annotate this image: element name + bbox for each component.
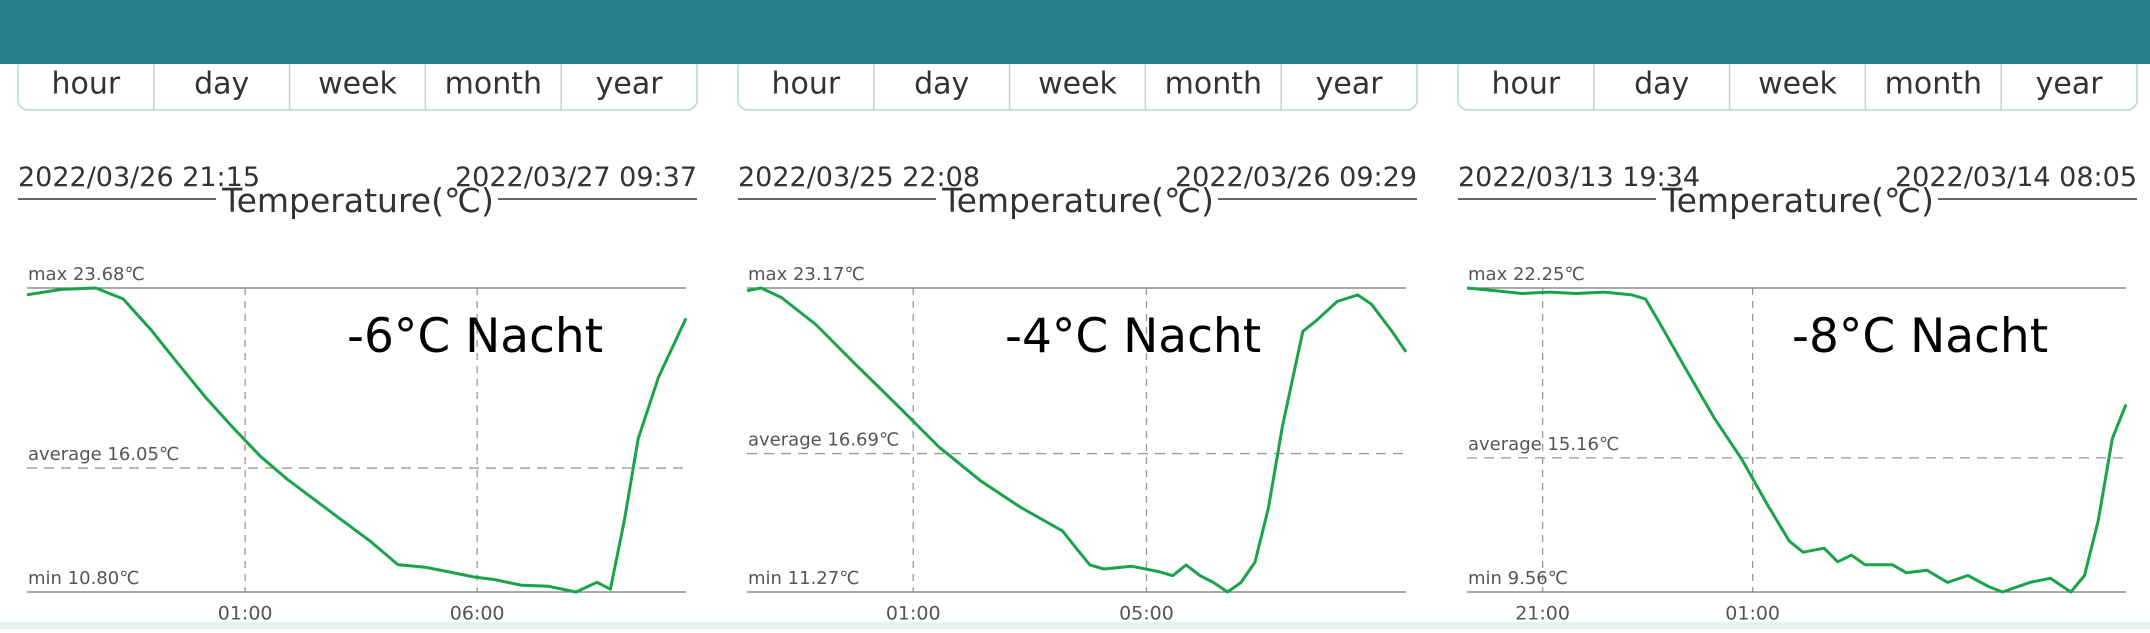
start-date: 2022/03/26 21:15 — [18, 162, 260, 193]
tab[interactable]: month — [1165, 67, 1262, 102]
end-date: 2022/03/27 09:37 — [455, 162, 697, 193]
header-bar-cover — [720, 0, 1440, 64]
x-tick-label: 05:00 — [1119, 603, 1174, 625]
tab[interactable]: day — [1634, 67, 1689, 102]
y-reference-label: min 9.56℃ — [1468, 568, 1568, 589]
tab[interactable]: week — [1038, 67, 1117, 102]
end-date: 2022/03/14 08:05 — [1895, 162, 2137, 193]
bottom-strip — [720, 622, 1440, 629]
temperature-line — [746, 286, 1408, 594]
phone-panel: Sitzeckehourdayweekmonthyear2022/03/25 2… — [720, 0, 1440, 629]
header-bar-cover — [0, 0, 720, 64]
annotation: -6°C Nacht — [347, 309, 603, 364]
tab[interactable]: week — [1758, 67, 1837, 102]
tab[interactable]: year — [596, 67, 664, 102]
tab[interactable]: hour — [1492, 67, 1561, 102]
temperature-line — [1466, 286, 2128, 594]
end-date: 2022/03/26 09:29 — [1175, 162, 1417, 193]
start-date: 2022/03/25 22:08 — [738, 162, 980, 193]
annotation: -8°C Nacht — [1792, 309, 2048, 364]
x-tick-label: 06:00 — [450, 603, 505, 625]
start-date: 2022/03/13 19:34 — [1458, 162, 1700, 193]
chart-title: Temperature(℃) — [221, 181, 494, 220]
y-reference-label: max 23.68℃ — [28, 264, 145, 285]
tab[interactable]: day — [194, 67, 249, 102]
x-tick-label: 01:00 — [1725, 603, 1780, 625]
tab[interactable]: hour — [52, 67, 121, 102]
y-reference-label: max 23.17℃ — [748, 264, 865, 285]
chart-title: Temperature(℃) — [941, 181, 1214, 220]
chart-title: Temperature(℃) — [1661, 181, 1934, 220]
x-tick-label: 01:00 — [218, 603, 273, 625]
y-reference-label: average 16.05℃ — [28, 444, 179, 465]
phone-panel: Sitzeckehourdayweekmonthyear2022/03/13 1… — [1440, 0, 2150, 629]
tab[interactable]: hour — [772, 67, 841, 102]
tab[interactable]: day — [914, 67, 969, 102]
tab[interactable]: month — [445, 67, 542, 102]
y-reference-label: average 16.69℃ — [748, 430, 899, 451]
header-bar-cover — [1440, 0, 2150, 64]
bottom-strip — [1440, 622, 2150, 629]
y-reference-label: min 11.27℃ — [748, 568, 859, 589]
tab[interactable]: week — [318, 67, 397, 102]
x-tick-label: 21:00 — [1515, 603, 1570, 625]
y-reference-label: average 15.16℃ — [1468, 434, 1619, 455]
annotation: -4°C Nacht — [1005, 309, 1261, 364]
tab[interactable]: year — [2036, 67, 2104, 102]
x-tick-label: 01:00 — [886, 603, 941, 625]
tab[interactable]: year — [1316, 67, 1384, 102]
bottom-strip — [0, 622, 720, 629]
tab[interactable]: month — [1885, 67, 1982, 102]
phone-panel: Sitzeckehourdayweekmonthyear2022/03/26 2… — [0, 0, 720, 629]
y-reference-label: max 22.25℃ — [1468, 264, 1585, 285]
y-reference-label: min 10.80℃ — [28, 568, 139, 589]
temperature-line — [26, 286, 688, 594]
